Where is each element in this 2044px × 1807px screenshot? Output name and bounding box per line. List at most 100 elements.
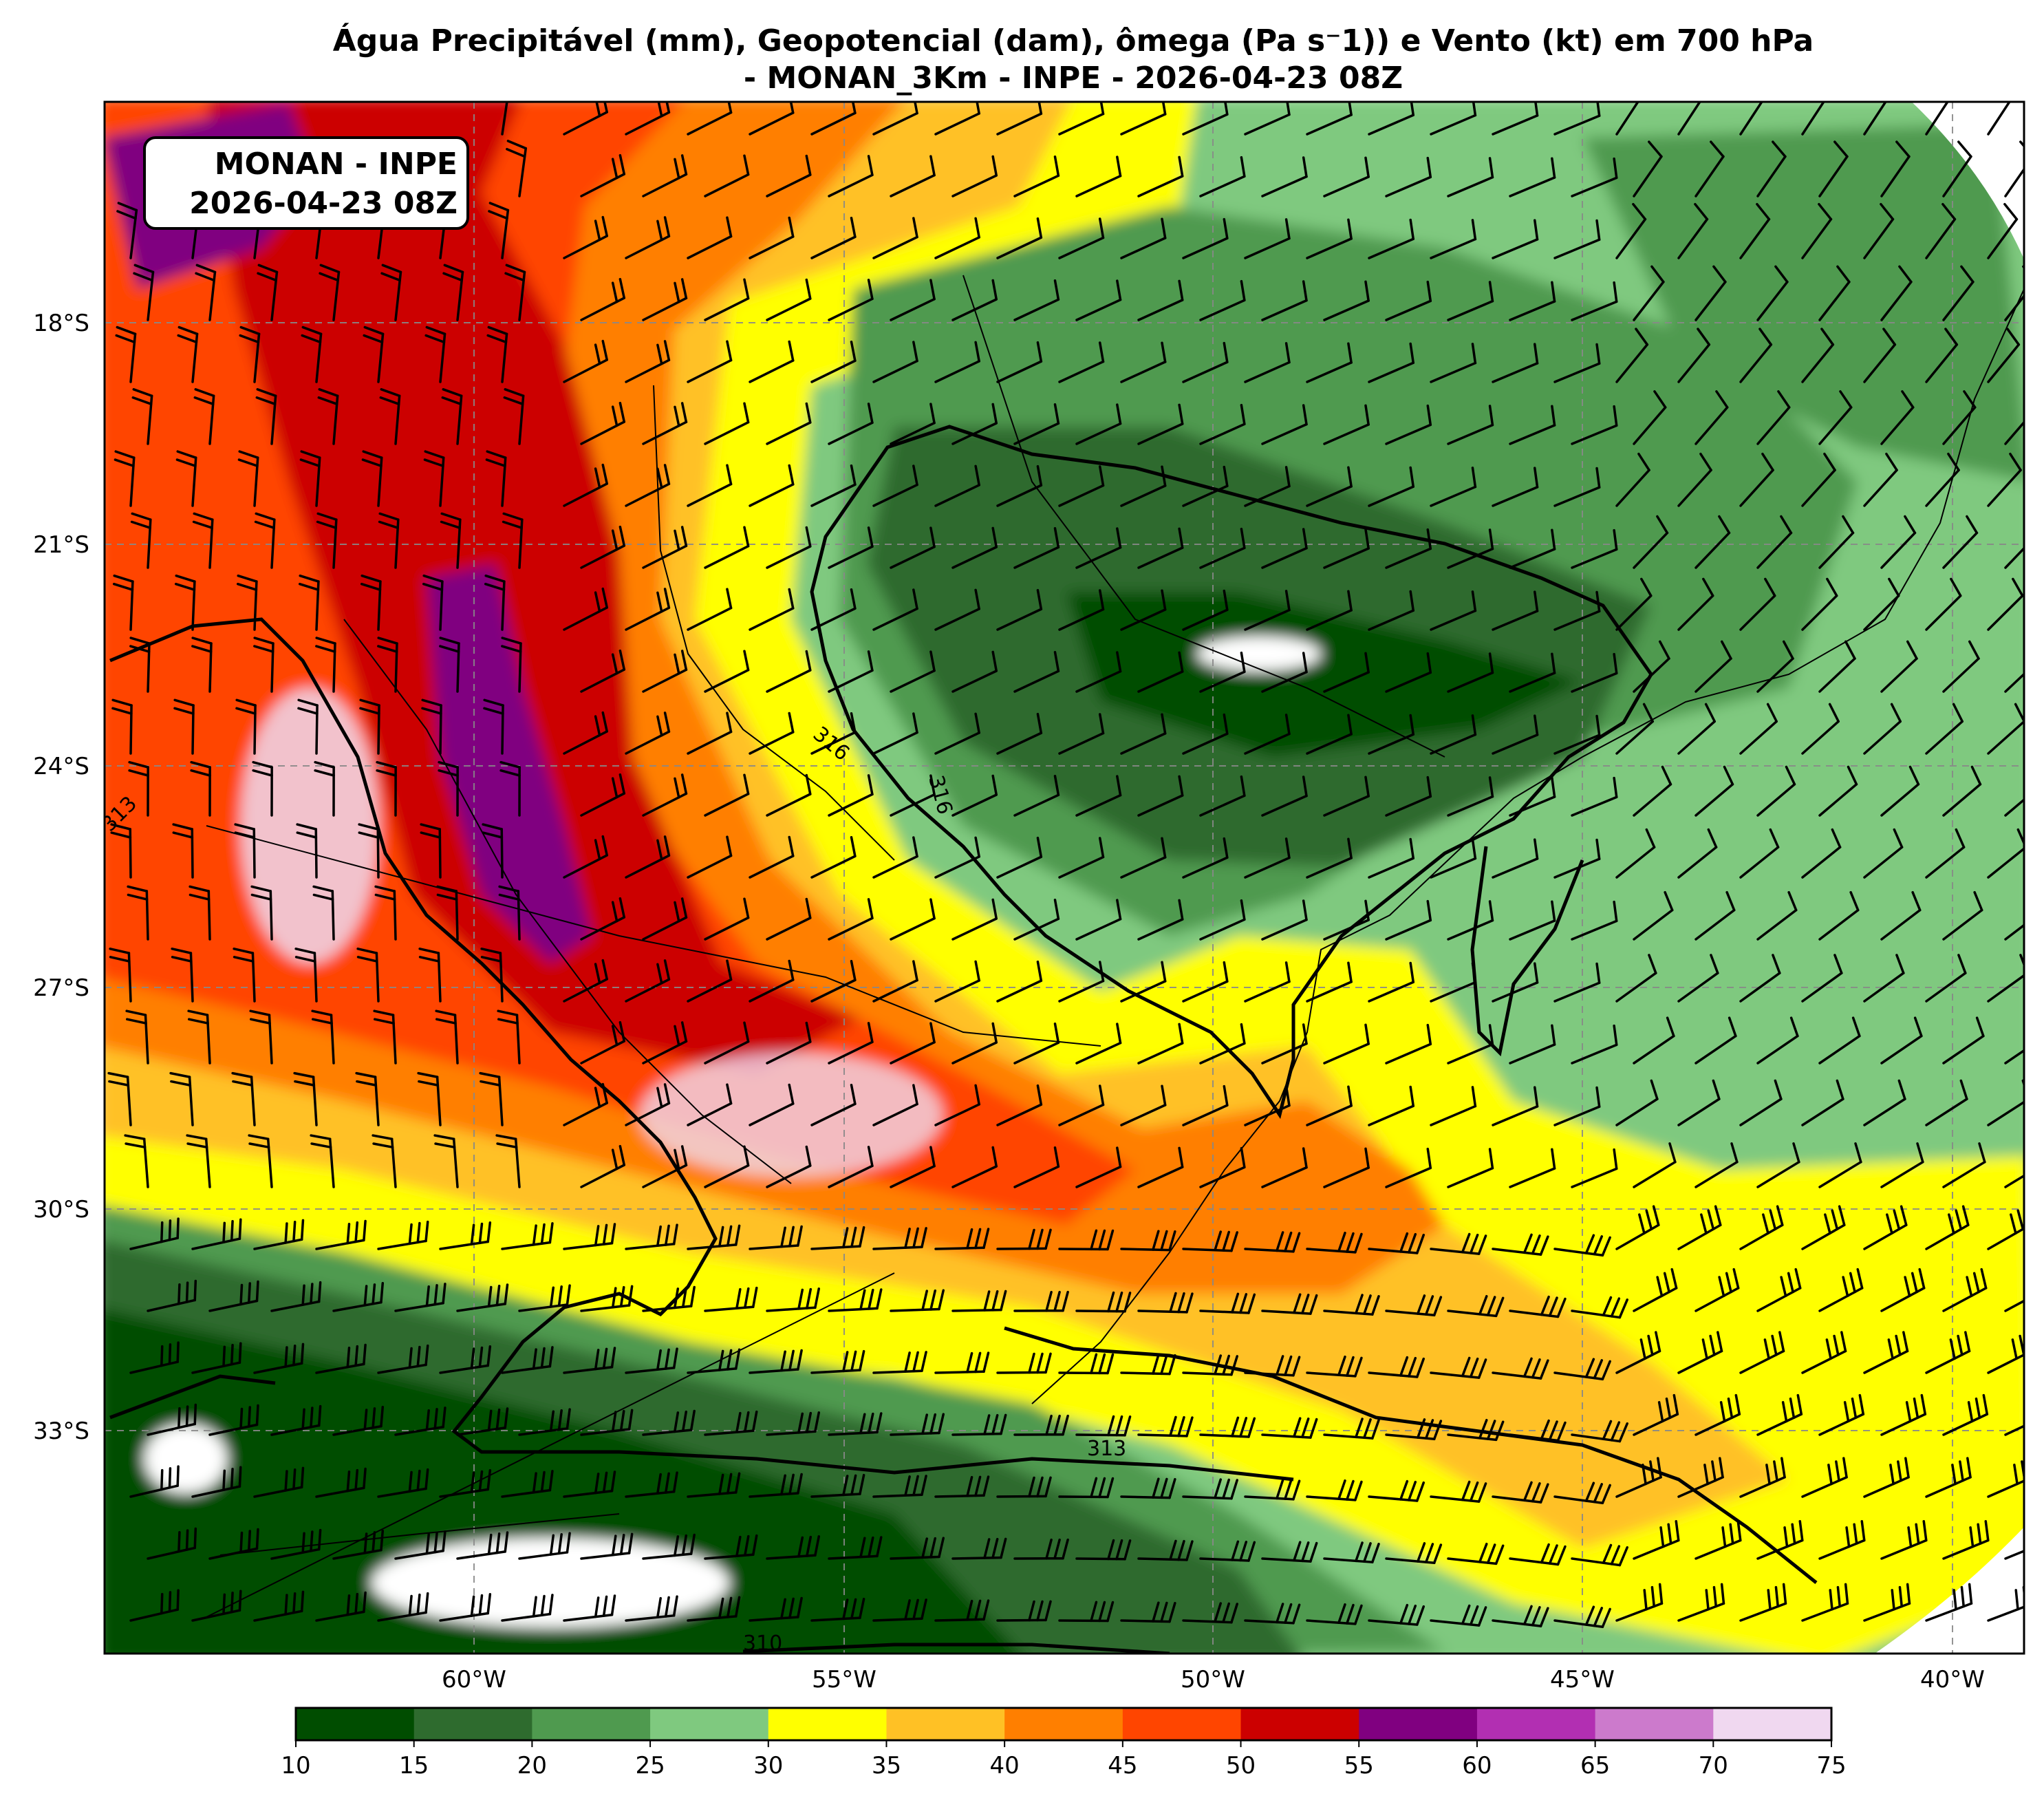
wind-barb — [1677, 954, 1719, 1003]
wind-barb — [1075, 651, 1122, 693]
wind-barb — [872, 1084, 918, 1126]
lon-label-55w: 55°W — [812, 1666, 876, 1693]
wind-barb — [315, 637, 336, 693]
wind-barb — [1615, 828, 1656, 879]
wind-barb — [1509, 157, 1556, 197]
wind-barb — [1942, 640, 1980, 693]
wind-barb — [687, 1083, 733, 1126]
wind-barb — [1615, 954, 1657, 1003]
wind-barb — [1942, 515, 1979, 569]
wind-barb — [951, 526, 998, 569]
wind-barb — [1075, 1415, 1132, 1437]
wind-barb — [1801, 1583, 1849, 1622]
wind-barb — [704, 402, 750, 445]
wind-barb — [687, 588, 733, 631]
wind-barb — [1695, 1393, 1741, 1436]
wind-barb — [114, 450, 136, 507]
wind-barb — [173, 698, 195, 755]
wind-barb — [766, 1021, 812, 1065]
wind-barb — [253, 1590, 305, 1622]
wind-barb — [934, 464, 980, 507]
pw-field-south-dark — [105, 1309, 1022, 1654]
geopotential-contours — [109, 425, 1818, 1654]
wind-barb — [1863, 1079, 1906, 1126]
wind-barb — [315, 1219, 367, 1250]
wind-barb — [580, 773, 626, 817]
wind-barb — [625, 959, 671, 1003]
wind-barb — [1492, 714, 1539, 755]
wind-barb — [1942, 1142, 1986, 1188]
wind-barb — [422, 574, 444, 631]
wind-barb — [1137, 1146, 1184, 1188]
wind-barb — [1323, 1294, 1380, 1316]
wind-barb — [934, 341, 980, 383]
wind-barb — [439, 637, 460, 693]
wind-barb — [1385, 899, 1432, 941]
wind-barb — [1199, 1023, 1246, 1065]
wind-barb — [1120, 1230, 1176, 1252]
wind-barb — [934, 1228, 990, 1250]
wind-barb — [1182, 837, 1229, 879]
wind-barb — [189, 885, 211, 941]
wind-barb — [379, 388, 401, 445]
wind-barb — [332, 1530, 385, 1560]
wind-barb — [1323, 528, 1370, 569]
wind-barb — [951, 1290, 1007, 1312]
wind-barb — [195, 264, 217, 321]
wind-barb — [642, 154, 688, 197]
wind-barb — [1244, 1479, 1301, 1501]
wind-barb — [890, 650, 936, 693]
wind-barb — [1075, 1291, 1132, 1313]
wind-barb — [1137, 1292, 1194, 1314]
wind-barb — [1058, 961, 1105, 1003]
wind-barb — [1182, 465, 1229, 507]
wind-barb — [1509, 1024, 1556, 1065]
wind-barb — [129, 637, 151, 693]
wind-barb — [1739, 703, 1778, 755]
wind-barb — [828, 155, 874, 197]
wind-barb — [1553, 219, 1601, 259]
wind-barb — [1925, 1205, 1970, 1250]
colorbar-tick-label: 20 — [517, 1752, 547, 1779]
wind-barb — [1756, 890, 1798, 941]
wind-barb — [1430, 1232, 1487, 1255]
wind-barb — [1306, 1479, 1363, 1501]
wind-barb — [1385, 156, 1432, 197]
wind-barb — [377, 1344, 429, 1374]
wind-barb — [1925, 1079, 1968, 1126]
wind-barb — [1739, 1457, 1786, 1498]
wind-barb — [625, 1347, 678, 1374]
wind-barb — [1571, 900, 1618, 941]
wind-barb — [1075, 279, 1122, 321]
wind-barb — [208, 1280, 259, 1312]
wind-barb — [1261, 1541, 1318, 1563]
colorbar-segment — [296, 1708, 415, 1740]
wind-barb — [2004, 1424, 2024, 1436]
wind-barb — [1013, 1290, 1069, 1312]
wind-barb — [704, 1145, 750, 1188]
wind-barb — [1430, 102, 1477, 136]
wind-barb — [1306, 590, 1353, 631]
wind-barb — [1075, 1023, 1122, 1065]
wind-barb — [1880, 1519, 1928, 1560]
wind-barb — [625, 835, 671, 879]
wind-barb — [1987, 828, 2024, 879]
wind-barb — [2004, 1174, 2024, 1188]
wind-barb — [642, 526, 688, 569]
wind-barb — [1306, 342, 1353, 383]
wind-barb — [1925, 1457, 1972, 1498]
colorbar-segment — [650, 1708, 769, 1740]
wind-barb — [1739, 1079, 1783, 1126]
wind-barb — [1306, 837, 1353, 879]
wind-barb — [1695, 515, 1731, 569]
wind-barb — [1182, 1354, 1238, 1376]
wind-barb — [1137, 899, 1184, 941]
wind-barb — [1695, 640, 1732, 693]
wind-barb — [1385, 1023, 1432, 1065]
wind-barb — [1013, 1023, 1060, 1065]
wind-barb — [563, 463, 608, 507]
wind-barb — [1553, 1605, 1611, 1629]
map-area: 316 316 313 310 313 MONAN - INPE 2026-04… — [105, 102, 2024, 1654]
wind-barb — [1261, 652, 1308, 693]
wind-barb — [1447, 1418, 1505, 1442]
